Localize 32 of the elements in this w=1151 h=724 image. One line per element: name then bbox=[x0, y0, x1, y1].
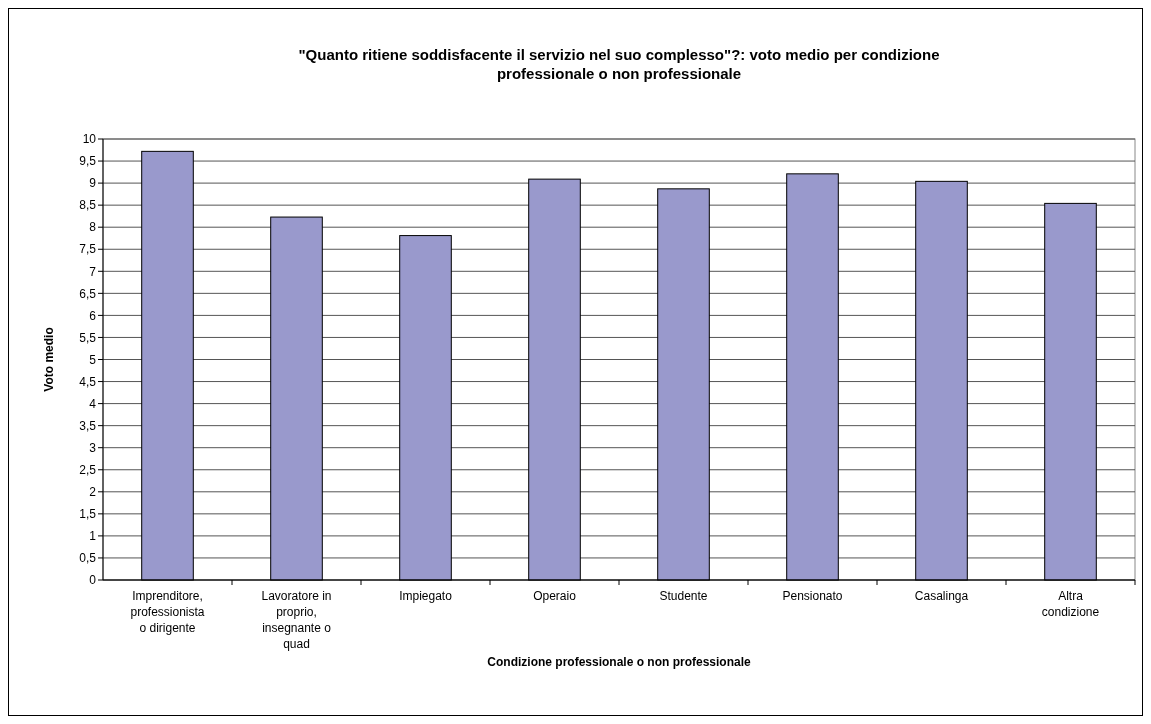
y-tick-label: 0,5 bbox=[79, 551, 97, 566]
x-tick-label: Impiegato bbox=[399, 589, 453, 603]
y-tick-label: 8 bbox=[89, 220, 97, 235]
y-tick-label: 4 bbox=[89, 396, 97, 411]
y-tick-label: 5 bbox=[89, 352, 97, 367]
y-tick-label: 1,5 bbox=[79, 507, 97, 522]
y-tick-label: 9,5 bbox=[79, 154, 97, 169]
x-axis-title: Condizione professionale o non professionale bbox=[487, 655, 751, 669]
y-tick-label: 1 bbox=[89, 529, 97, 544]
x-tick-label: Altra condizione bbox=[1041, 589, 1100, 619]
x-tick-label: Casalinga bbox=[914, 589, 969, 603]
y-tick-label: 6 bbox=[89, 308, 97, 323]
y-tick-label: 9 bbox=[89, 176, 97, 191]
x-tick-label: Pensionato bbox=[782, 589, 843, 603]
x-tick-label: Imprenditore, professionista o dirigente bbox=[130, 589, 205, 635]
x-tick-label: Lavoratore in proprio, insegnante o quad bbox=[261, 589, 332, 651]
y-tick-label: 7 bbox=[89, 264, 97, 279]
x-tick-label: Studente bbox=[659, 589, 708, 603]
y-tick-label: 4,5 bbox=[79, 374, 97, 389]
x-tick-label: Operaio bbox=[533, 589, 577, 603]
y-tick-label: 8,5 bbox=[79, 198, 97, 213]
y-tick-label: 3,5 bbox=[79, 418, 97, 433]
y-axis-title: Voto medio bbox=[42, 327, 56, 392]
y-tick-label: 0 bbox=[89, 573, 97, 588]
y-tick-label: 2 bbox=[89, 485, 97, 499]
chart-title: "Quanto ritiene soddisfacente il servizio nel suo complesso"?: voto medio per condizione professionale o non professionale bbox=[298, 46, 940, 82]
y-tick-label: 10 bbox=[82, 132, 97, 147]
y-tick-label: 7,5 bbox=[79, 242, 97, 257]
y-tick-label: 6,5 bbox=[79, 286, 97, 301]
y-tick-label: 5,5 bbox=[79, 330, 97, 345]
y-tick-label: 3 bbox=[89, 440, 97, 455]
y-tick-label: 2,5 bbox=[79, 462, 97, 477]
